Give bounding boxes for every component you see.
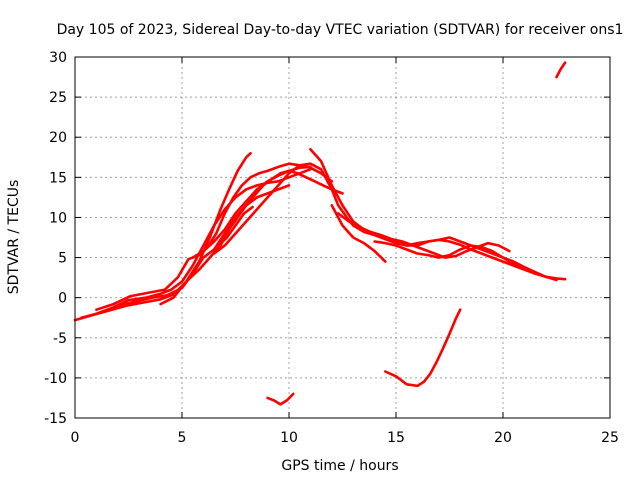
x-tick-label: 10 — [280, 430, 298, 446]
series-track-3 — [95, 162, 334, 312]
plot-frame — [74, 56, 611, 419]
axis-ticks: 0 5 10 15 20 25 -15 -10 -5 0 5 10 15 20 25 30 — [44, 50, 619, 446]
series-track-13 — [266, 392, 295, 406]
series-track-7 — [217, 205, 254, 247]
series-track-4 — [116, 184, 291, 308]
y-tick-label: 25 — [49, 90, 67, 106]
x-tick-label: 20 — [494, 430, 512, 446]
series-track-5 — [159, 169, 344, 306]
y-tick-label: 10 — [49, 210, 67, 226]
y-tick-label: -5 — [53, 331, 67, 347]
series-track-10 — [330, 204, 387, 263]
x-axis-label: GPS time / hours — [281, 458, 398, 474]
series-track-9 — [309, 148, 558, 282]
x-tick-label: 0 — [71, 430, 80, 446]
y-tick-label: 20 — [49, 130, 67, 146]
x-tick-label: 15 — [387, 430, 405, 446]
y-tick-label: 5 — [58, 251, 67, 267]
series-track-15 — [555, 61, 567, 79]
y-axis-label: SDTVAR / TECUs — [6, 180, 22, 295]
series-track-6 — [191, 165, 312, 259]
y-tick-label: -15 — [44, 411, 67, 427]
y-tick-label: -10 — [44, 371, 67, 387]
x-tick-label: 5 — [178, 430, 187, 446]
series-track-2 — [80, 168, 312, 320]
series-track-8 — [212, 162, 567, 281]
series-track-14 — [383, 308, 462, 388]
grid — [75, 57, 610, 418]
data-series — [73, 61, 567, 406]
y-tick-label: 0 — [58, 291, 67, 307]
y-tick-label: 30 — [49, 50, 67, 66]
series-track-12 — [373, 240, 526, 271]
chart-title: Day 105 of 2023, Sidereal Day-to-day VTE… — [57, 22, 624, 38]
y-tick-label: 15 — [49, 170, 67, 186]
x-tick-label: 25 — [601, 430, 619, 446]
